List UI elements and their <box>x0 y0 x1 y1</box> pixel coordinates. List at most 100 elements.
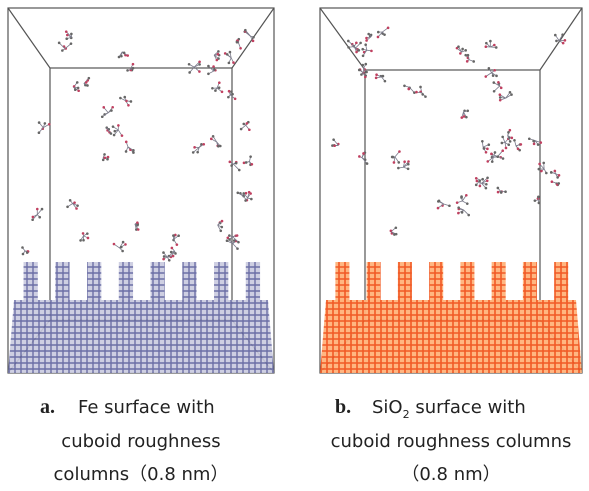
atom <box>162 258 165 261</box>
atom <box>493 81 496 84</box>
atom <box>464 49 467 52</box>
atom <box>192 151 195 154</box>
caption: SiO2 surface with <box>372 397 526 421</box>
atom <box>478 179 481 182</box>
atom <box>393 233 396 236</box>
molecule <box>554 33 566 44</box>
atom <box>85 81 88 84</box>
caption: cuboid roughness columns <box>331 431 572 452</box>
atom <box>214 89 217 92</box>
atom <box>539 141 542 144</box>
atom <box>554 34 557 37</box>
atom <box>362 152 365 155</box>
atom <box>361 48 364 51</box>
molecule <box>331 138 339 147</box>
molecule <box>240 121 251 131</box>
atom <box>58 42 61 45</box>
atom <box>496 155 499 158</box>
atom <box>533 143 536 146</box>
molecule <box>365 33 372 42</box>
atom <box>365 37 368 40</box>
atom <box>211 87 214 90</box>
molecule <box>437 200 451 210</box>
atom <box>239 47 242 50</box>
molecule <box>485 40 498 49</box>
atom <box>481 178 484 181</box>
caption-part: SiO <box>372 397 403 418</box>
atom <box>228 234 231 237</box>
roughness-column <box>182 262 196 302</box>
atom <box>517 147 520 150</box>
molecule <box>126 63 134 72</box>
atom <box>403 84 406 87</box>
atom <box>132 151 135 154</box>
atom <box>102 159 105 162</box>
molecule <box>229 161 241 172</box>
atom <box>484 75 487 78</box>
atom <box>537 143 540 146</box>
atom <box>122 241 125 244</box>
atom <box>21 246 24 249</box>
atom <box>487 143 490 146</box>
atom <box>188 63 191 66</box>
atom <box>70 42 73 45</box>
panel-label: a. <box>40 396 55 418</box>
atom <box>534 199 537 202</box>
molecule <box>499 91 513 101</box>
atom <box>493 44 496 47</box>
atom <box>370 50 373 53</box>
atom <box>220 226 223 229</box>
atom <box>171 247 174 250</box>
atom <box>101 115 104 118</box>
figure: a. Fe surface with cuboid roughness colu… <box>0 0 589 491</box>
atom <box>407 160 410 163</box>
atom <box>38 216 41 219</box>
atom <box>511 137 514 140</box>
atom <box>551 180 554 183</box>
atom <box>461 211 464 214</box>
atom <box>384 80 387 83</box>
roughness-column <box>246 262 260 302</box>
atom <box>230 90 233 93</box>
molecule <box>101 106 114 118</box>
atom <box>110 132 113 135</box>
atom <box>130 100 133 103</box>
atom <box>500 191 503 194</box>
atom <box>120 55 123 58</box>
atom <box>236 247 239 250</box>
atom <box>365 71 368 74</box>
atom <box>126 54 129 57</box>
atom <box>240 128 243 131</box>
atom <box>41 208 44 211</box>
molecule <box>460 109 469 118</box>
atom <box>244 199 247 202</box>
atom <box>476 180 479 183</box>
atom <box>555 40 558 43</box>
molecule <box>84 77 90 87</box>
molecule <box>66 199 79 210</box>
atom <box>202 143 205 146</box>
atom <box>249 155 252 158</box>
atom <box>119 97 122 100</box>
atom <box>210 138 213 141</box>
atom <box>217 145 220 148</box>
atom <box>38 121 41 124</box>
atom <box>382 75 385 78</box>
atom <box>493 90 496 93</box>
panel-label: b. <box>335 396 351 418</box>
molecule <box>550 170 560 179</box>
atom <box>499 99 502 102</box>
atom <box>238 169 241 172</box>
atom <box>507 131 510 134</box>
atom <box>463 115 466 118</box>
atom <box>403 160 406 163</box>
atom <box>207 65 210 68</box>
atom <box>86 232 89 235</box>
molecule <box>361 43 372 57</box>
atom <box>561 33 564 36</box>
atom <box>177 234 180 237</box>
atom <box>106 158 109 161</box>
atom <box>415 91 418 94</box>
atom <box>504 190 507 193</box>
molecule <box>538 162 548 175</box>
